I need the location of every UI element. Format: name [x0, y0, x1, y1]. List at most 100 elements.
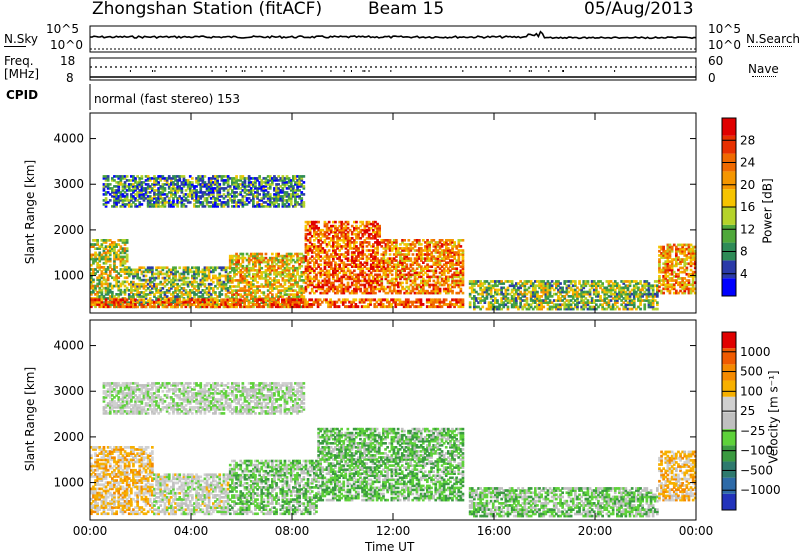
echo-cell	[207, 187, 211, 190]
echo-cell	[451, 275, 454, 279]
echo-cell	[403, 275, 406, 279]
echo-cell	[372, 220, 375, 224]
echo-cell	[457, 241, 461, 244]
echo-cell	[241, 183, 245, 186]
echo-cell	[374, 226, 377, 230]
echo-cell	[287, 305, 290, 309]
echo-cell	[369, 265, 373, 268]
echo-cell	[310, 305, 314, 309]
echo-cell	[205, 187, 209, 190]
echo-cell	[155, 266, 158, 270]
echo-cell	[334, 228, 337, 232]
echo-cell	[292, 275, 295, 278]
echo-cell	[237, 303, 240, 307]
echo-cell	[106, 284, 110, 288]
echo-cell	[390, 298, 393, 302]
echo-cell	[247, 291, 251, 294]
echo-cell	[468, 305, 472, 309]
echo-cell	[247, 258, 251, 262]
echo-cell	[308, 269, 312, 273]
echo-cell	[405, 291, 409, 295]
echo-cell	[172, 268, 175, 272]
echo-cell	[92, 261, 95, 265]
echo-cell	[506, 292, 510, 296]
echo-cell	[392, 289, 396, 293]
echo-cell	[399, 261, 402, 264]
echo-cell	[209, 205, 213, 208]
echo-cell	[336, 275, 339, 279]
echo-cell	[390, 283, 394, 287]
echo-cell	[372, 281, 375, 285]
echo-cell	[252, 195, 255, 198]
echo-cell	[323, 281, 327, 285]
echo-cell	[191, 280, 194, 284]
echo-cell	[113, 261, 116, 265]
echo-cell	[245, 281, 249, 284]
echo-cell	[226, 199, 230, 202]
echo-cell	[231, 291, 234, 294]
echo-cell	[527, 286, 531, 290]
echo-cell	[209, 293, 213, 296]
echo-cell	[372, 287, 375, 291]
echo-cell	[457, 275, 461, 279]
echo-cell	[319, 259, 323, 262]
echo-cell	[108, 305, 112, 309]
echo-cell	[247, 293, 251, 296]
echo-cell	[426, 255, 429, 258]
echo-cell	[197, 291, 200, 294]
echo-cell	[174, 203, 177, 206]
echo-cell	[266, 283, 270, 286]
echo-cell	[334, 249, 337, 252]
echo-cell	[104, 303, 108, 306]
echo-cell	[247, 197, 251, 200]
echo-cell	[331, 300, 335, 304]
echo-cell	[241, 295, 245, 298]
echo-cell	[155, 268, 158, 272]
echo-cell	[165, 181, 169, 184]
echo-cell	[496, 305, 499, 309]
echo-cell	[239, 281, 243, 284]
echo-cell	[254, 187, 257, 190]
echo-cell	[302, 175, 306, 178]
echo-cell	[544, 292, 548, 296]
echo-cell	[344, 277, 348, 281]
echo-cell	[548, 290, 552, 294]
echo-cell	[205, 305, 209, 309]
echo-cell	[260, 273, 264, 276]
echo-cell	[146, 203, 150, 206]
echo-cell	[115, 185, 118, 188]
echo-cell	[353, 265, 356, 268]
echo-cell	[384, 259, 388, 262]
echo-cell	[287, 269, 291, 272]
echo-cell	[111, 300, 114, 304]
echo-cell	[306, 269, 310, 273]
echo-cell	[136, 185, 139, 188]
echo-cell	[334, 241, 337, 244]
echo-cell	[214, 276, 217, 280]
echo-cell	[534, 297, 537, 300]
echo-cell	[260, 305, 263, 309]
echo-cell	[276, 303, 280, 306]
echo-cell	[151, 183, 154, 186]
echo-cell	[321, 285, 325, 289]
echo-cell	[376, 224, 379, 228]
echo-cell	[113, 205, 116, 208]
echo-cell	[440, 269, 444, 273]
echo-cell	[270, 303, 274, 306]
echo-cell	[106, 300, 110, 304]
echo-cell	[247, 266, 251, 270]
echo-cell	[363, 226, 367, 230]
echo-cell	[144, 187, 148, 190]
echo-cell	[159, 272, 163, 276]
echo-cell	[519, 280, 522, 283]
echo-cell	[496, 292, 499, 296]
echo-cell	[117, 253, 121, 257]
echo-cell	[216, 191, 219, 194]
echo-cell	[338, 265, 341, 268]
echo-cell	[271, 301, 274, 304]
echo-cell	[148, 179, 152, 182]
echo-cell	[447, 253, 450, 256]
echo-cell	[119, 175, 123, 178]
echo-cell	[304, 289, 308, 293]
echo-cell	[298, 295, 301, 298]
